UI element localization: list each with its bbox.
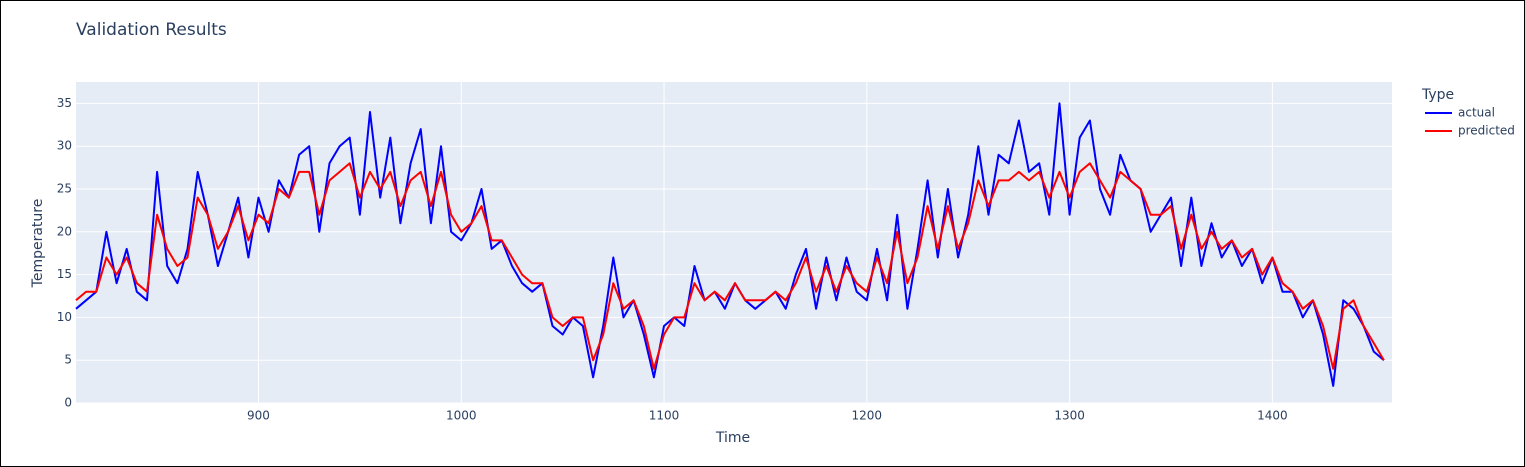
x-tick-label: 1100 (649, 409, 680, 423)
y-tick-label: 25 (57, 182, 72, 196)
y-tick-label: 30 (57, 139, 72, 153)
x-tick-label: 1400 (1257, 409, 1288, 423)
y-tick-label: 0 (64, 396, 72, 410)
line-series (75, 102, 1385, 387)
y-axis-label: Temperature (30, 199, 46, 289)
chart-title: Validation Results (76, 20, 227, 40)
y-tick-label: 35 (57, 96, 72, 110)
legend-label[interactable]: actual (1458, 106, 1495, 120)
x-tick-label: 1200 (852, 409, 883, 423)
legend-label[interactable]: predicted (1458, 124, 1515, 138)
y-tick-label: 10 (57, 310, 72, 324)
line-series (75, 162, 1385, 370)
x-tick-label: 900 (247, 409, 270, 423)
y-tick-label: 5 (64, 353, 72, 367)
x-tick-label: 1300 (1054, 409, 1085, 423)
y-tick-label: 15 (57, 267, 72, 281)
x-axis-label: Time (715, 430, 750, 446)
plot-background (76, 82, 1392, 403)
legend-title: Type (1421, 87, 1454, 103)
x-tick-label: 1000 (446, 409, 477, 423)
y-tick-label: 20 (57, 224, 72, 238)
